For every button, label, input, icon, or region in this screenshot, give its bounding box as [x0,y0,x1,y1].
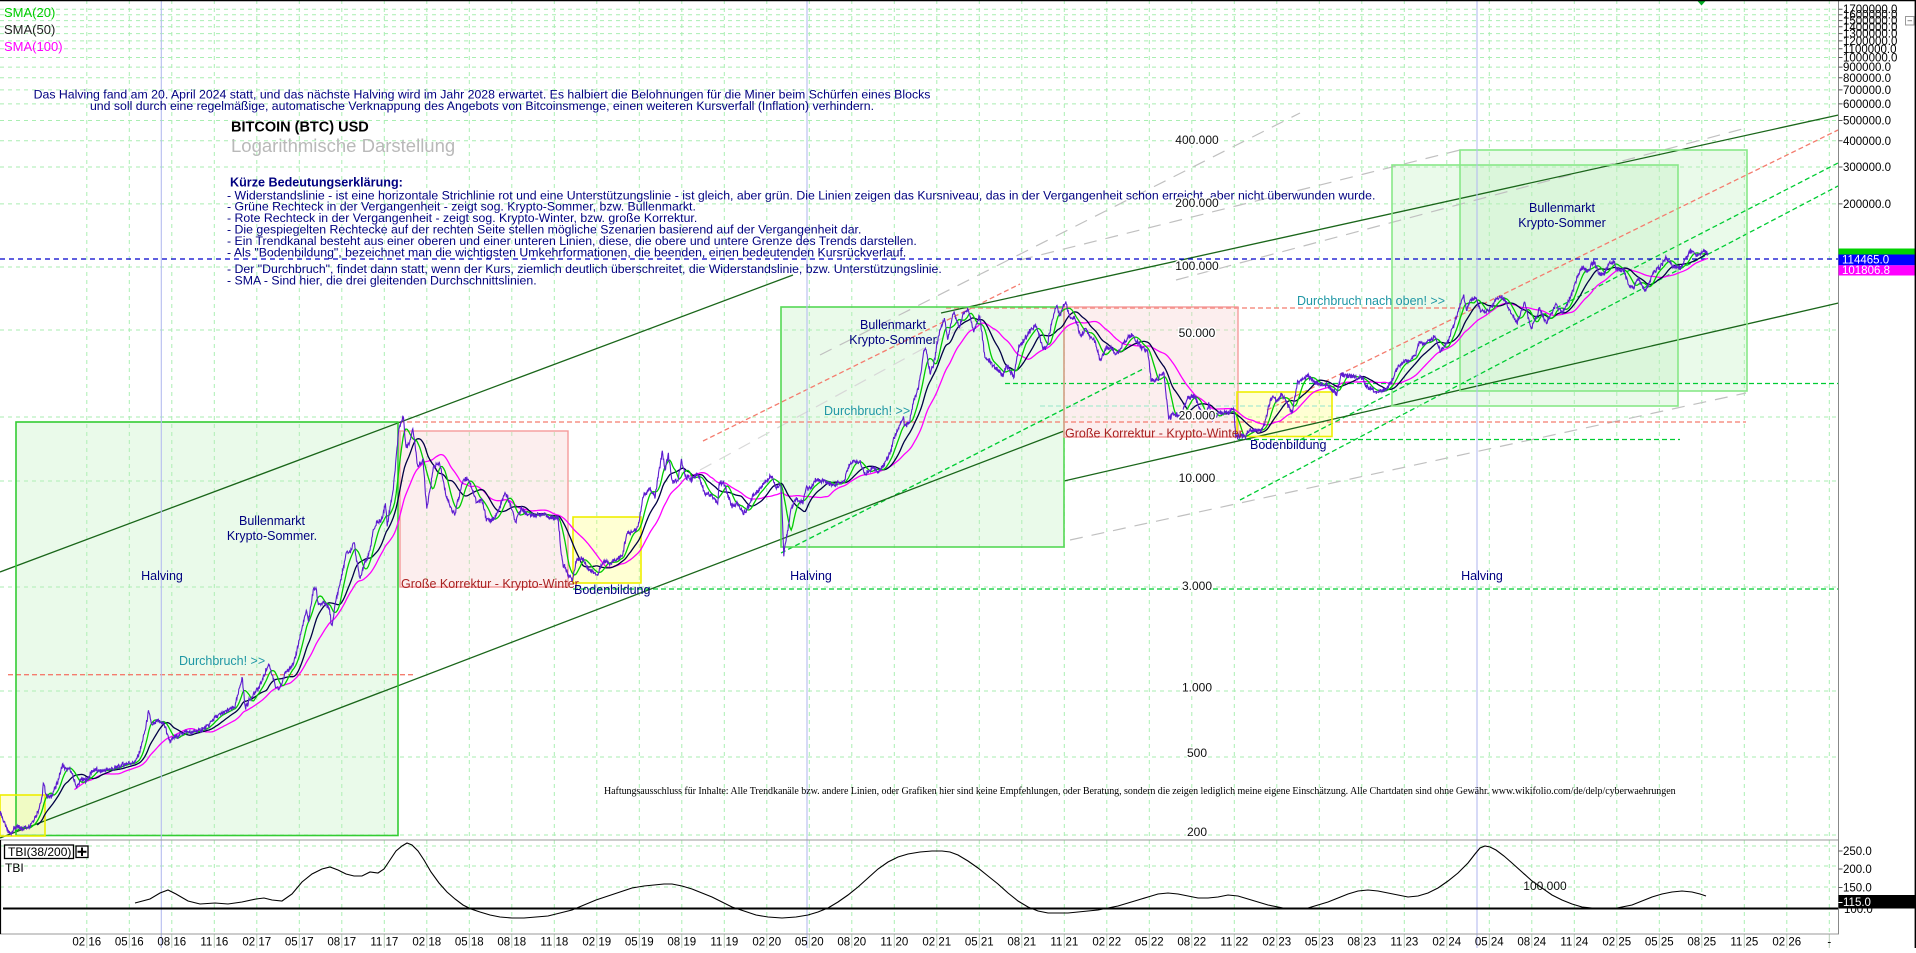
svg-text:250.0: 250.0 [1843,846,1872,858]
svg-text:20.000: 20.000 [1179,409,1216,423]
svg-text:05 20: 05 20 [795,937,824,949]
svg-text:11 24: 11 24 [1560,937,1589,949]
svg-text:TBI: TBI [5,861,24,875]
svg-text:11 18: 11 18 [540,937,568,949]
svg-text:08 22: 08 22 [1177,937,1206,949]
svg-text:02 19: 02 19 [582,937,611,949]
svg-text:11 20: 11 20 [880,937,908,949]
svg-text:05 24: 05 24 [1475,937,1504,949]
svg-text:02 17: 02 17 [242,937,271,949]
svg-text:SMA(100): SMA(100) [4,39,63,54]
svg-text:Halving: Halving [790,569,832,583]
svg-text:Bullenmarkt: Bullenmarkt [1529,201,1596,215]
svg-text:Krypto-Sommer: Krypto-Sommer [1518,216,1606,230]
svg-text:400000.0: 400000.0 [1843,136,1891,148]
svg-text:400.000: 400.000 [1175,133,1219,147]
svg-text:Krypto-Sommer: Krypto-Sommer [849,333,937,347]
svg-text:Durchbruch! >>: Durchbruch! >> [179,654,265,668]
svg-text:02 23: 02 23 [1262,937,1291,949]
svg-text:600000.0: 600000.0 [1843,99,1891,111]
svg-text:Große Korrektur - Krypto-Winte: Große Korrektur - Krypto-Winter [401,577,579,591]
svg-text:08 23: 08 23 [1347,937,1376,949]
svg-text:08 21: 08 21 [1007,937,1036,949]
svg-text:Bodenbildung: Bodenbildung [574,583,651,597]
svg-text:Bodenbildung: Bodenbildung [1250,438,1327,452]
svg-text:-: - [1827,937,1831,949]
svg-text:Haftungsausschluss für Inhalte: Haftungsausschluss für Inhalte: Alle Tre… [604,786,1676,797]
svg-text:Bullenmarkt: Bullenmarkt [239,514,306,528]
svg-text:SMA(50): SMA(50) [4,22,55,37]
svg-text:02 18: 02 18 [412,937,441,949]
svg-text:100.000: 100.000 [1175,259,1219,273]
svg-text:115.0: 115.0 [1843,897,1871,909]
svg-text:02 22: 02 22 [1092,937,1121,949]
svg-text:05 21: 05 21 [965,937,994,949]
svg-text:02 20: 02 20 [752,937,781,949]
svg-text:10.000: 10.000 [1179,471,1216,485]
svg-text:11 19: 11 19 [710,937,738,949]
svg-text:und soll durch eine regelmäßig: und soll durch eine regelmäßige, automat… [90,99,874,113]
svg-text:150.0: 150.0 [1843,883,1872,895]
svg-text:11 16: 11 16 [200,937,228,949]
svg-text:08 25: 08 25 [1687,937,1716,949]
svg-text:Durchbruch nach oben! >>: Durchbruch nach oben! >> [1297,294,1445,308]
svg-text:05 25: 05 25 [1645,937,1674,949]
svg-text:02 16: 02 16 [72,937,101,949]
svg-text:Durchbruch! >>: Durchbruch! >> [824,404,910,418]
svg-text:TBI(38/200): TBI(38/200) [8,845,71,859]
svg-text:3.000: 3.000 [1182,579,1212,593]
svg-text:200.0: 200.0 [1843,864,1872,876]
svg-text:05 22: 05 22 [1135,937,1164,949]
svg-text:101806.8: 101806.8 [1842,265,1890,277]
svg-text:05 16: 05 16 [115,937,144,949]
svg-text:05 23: 05 23 [1305,937,1334,949]
svg-text:SMA(20): SMA(20) [4,5,55,20]
svg-text:Logarithmische Darstellung: Logarithmische Darstellung [231,135,455,156]
svg-text:- SMA - Sind hier, die drei gl: - SMA - Sind hier, die drei gleitenden D… [227,273,537,287]
svg-text:08 17: 08 17 [327,937,356,949]
svg-text:700000.0: 700000.0 [1843,85,1891,97]
svg-text:1.000: 1.000 [1182,681,1212,695]
svg-text:200: 200 [1187,825,1207,839]
svg-text:08 20: 08 20 [837,937,866,949]
svg-text:08 16: 08 16 [157,937,186,949]
svg-text:05 17: 05 17 [285,937,314,949]
svg-text:05 18: 05 18 [455,937,484,949]
svg-text:500000.0: 500000.0 [1843,116,1891,128]
svg-text:Halving: Halving [1461,569,1503,583]
svg-text:11 23: 11 23 [1390,937,1418,949]
svg-text:02 26: 02 26 [1772,937,1801,949]
svg-text:11 17: 11 17 [370,937,398,949]
svg-text:200.000: 200.000 [1175,196,1219,210]
svg-text:- Als "Bodenbildung", bezeichn: - Als "Bodenbildung", bezeichnet man die… [227,245,906,259]
svg-text:08 19: 08 19 [667,937,696,949]
svg-text:02 24: 02 24 [1432,937,1461,949]
svg-text:100.000: 100.000 [1523,879,1567,893]
svg-text:BITCOIN (BTC) USD: BITCOIN (BTC) USD [231,120,369,136]
svg-text:800000.0: 800000.0 [1843,73,1891,85]
svg-text:08 24: 08 24 [1517,937,1546,949]
svg-text:02 25: 02 25 [1602,937,1631,949]
svg-text:50.000: 50.000 [1179,326,1216,340]
svg-text:11 21: 11 21 [1050,937,1078,949]
svg-text:11 25: 11 25 [1730,937,1758,949]
svg-text:Große Korrektur - Krypto-Winte: Große Korrektur - Krypto-Winter [1065,427,1243,441]
svg-text:Bullenmarkt: Bullenmarkt [860,318,927,332]
svg-text:500: 500 [1187,746,1207,760]
svg-text:300000.0: 300000.0 [1843,162,1891,174]
svg-text:05 19: 05 19 [625,937,654,949]
svg-text:08 18: 08 18 [497,937,526,949]
svg-text:Krypto-Sommer.: Krypto-Sommer. [227,529,317,543]
svg-text:02 21: 02 21 [922,937,951,949]
svg-text:200000.0: 200000.0 [1843,199,1891,211]
svg-text:Halving: Halving [141,569,183,583]
svg-text:11 22: 11 22 [1220,937,1248,949]
